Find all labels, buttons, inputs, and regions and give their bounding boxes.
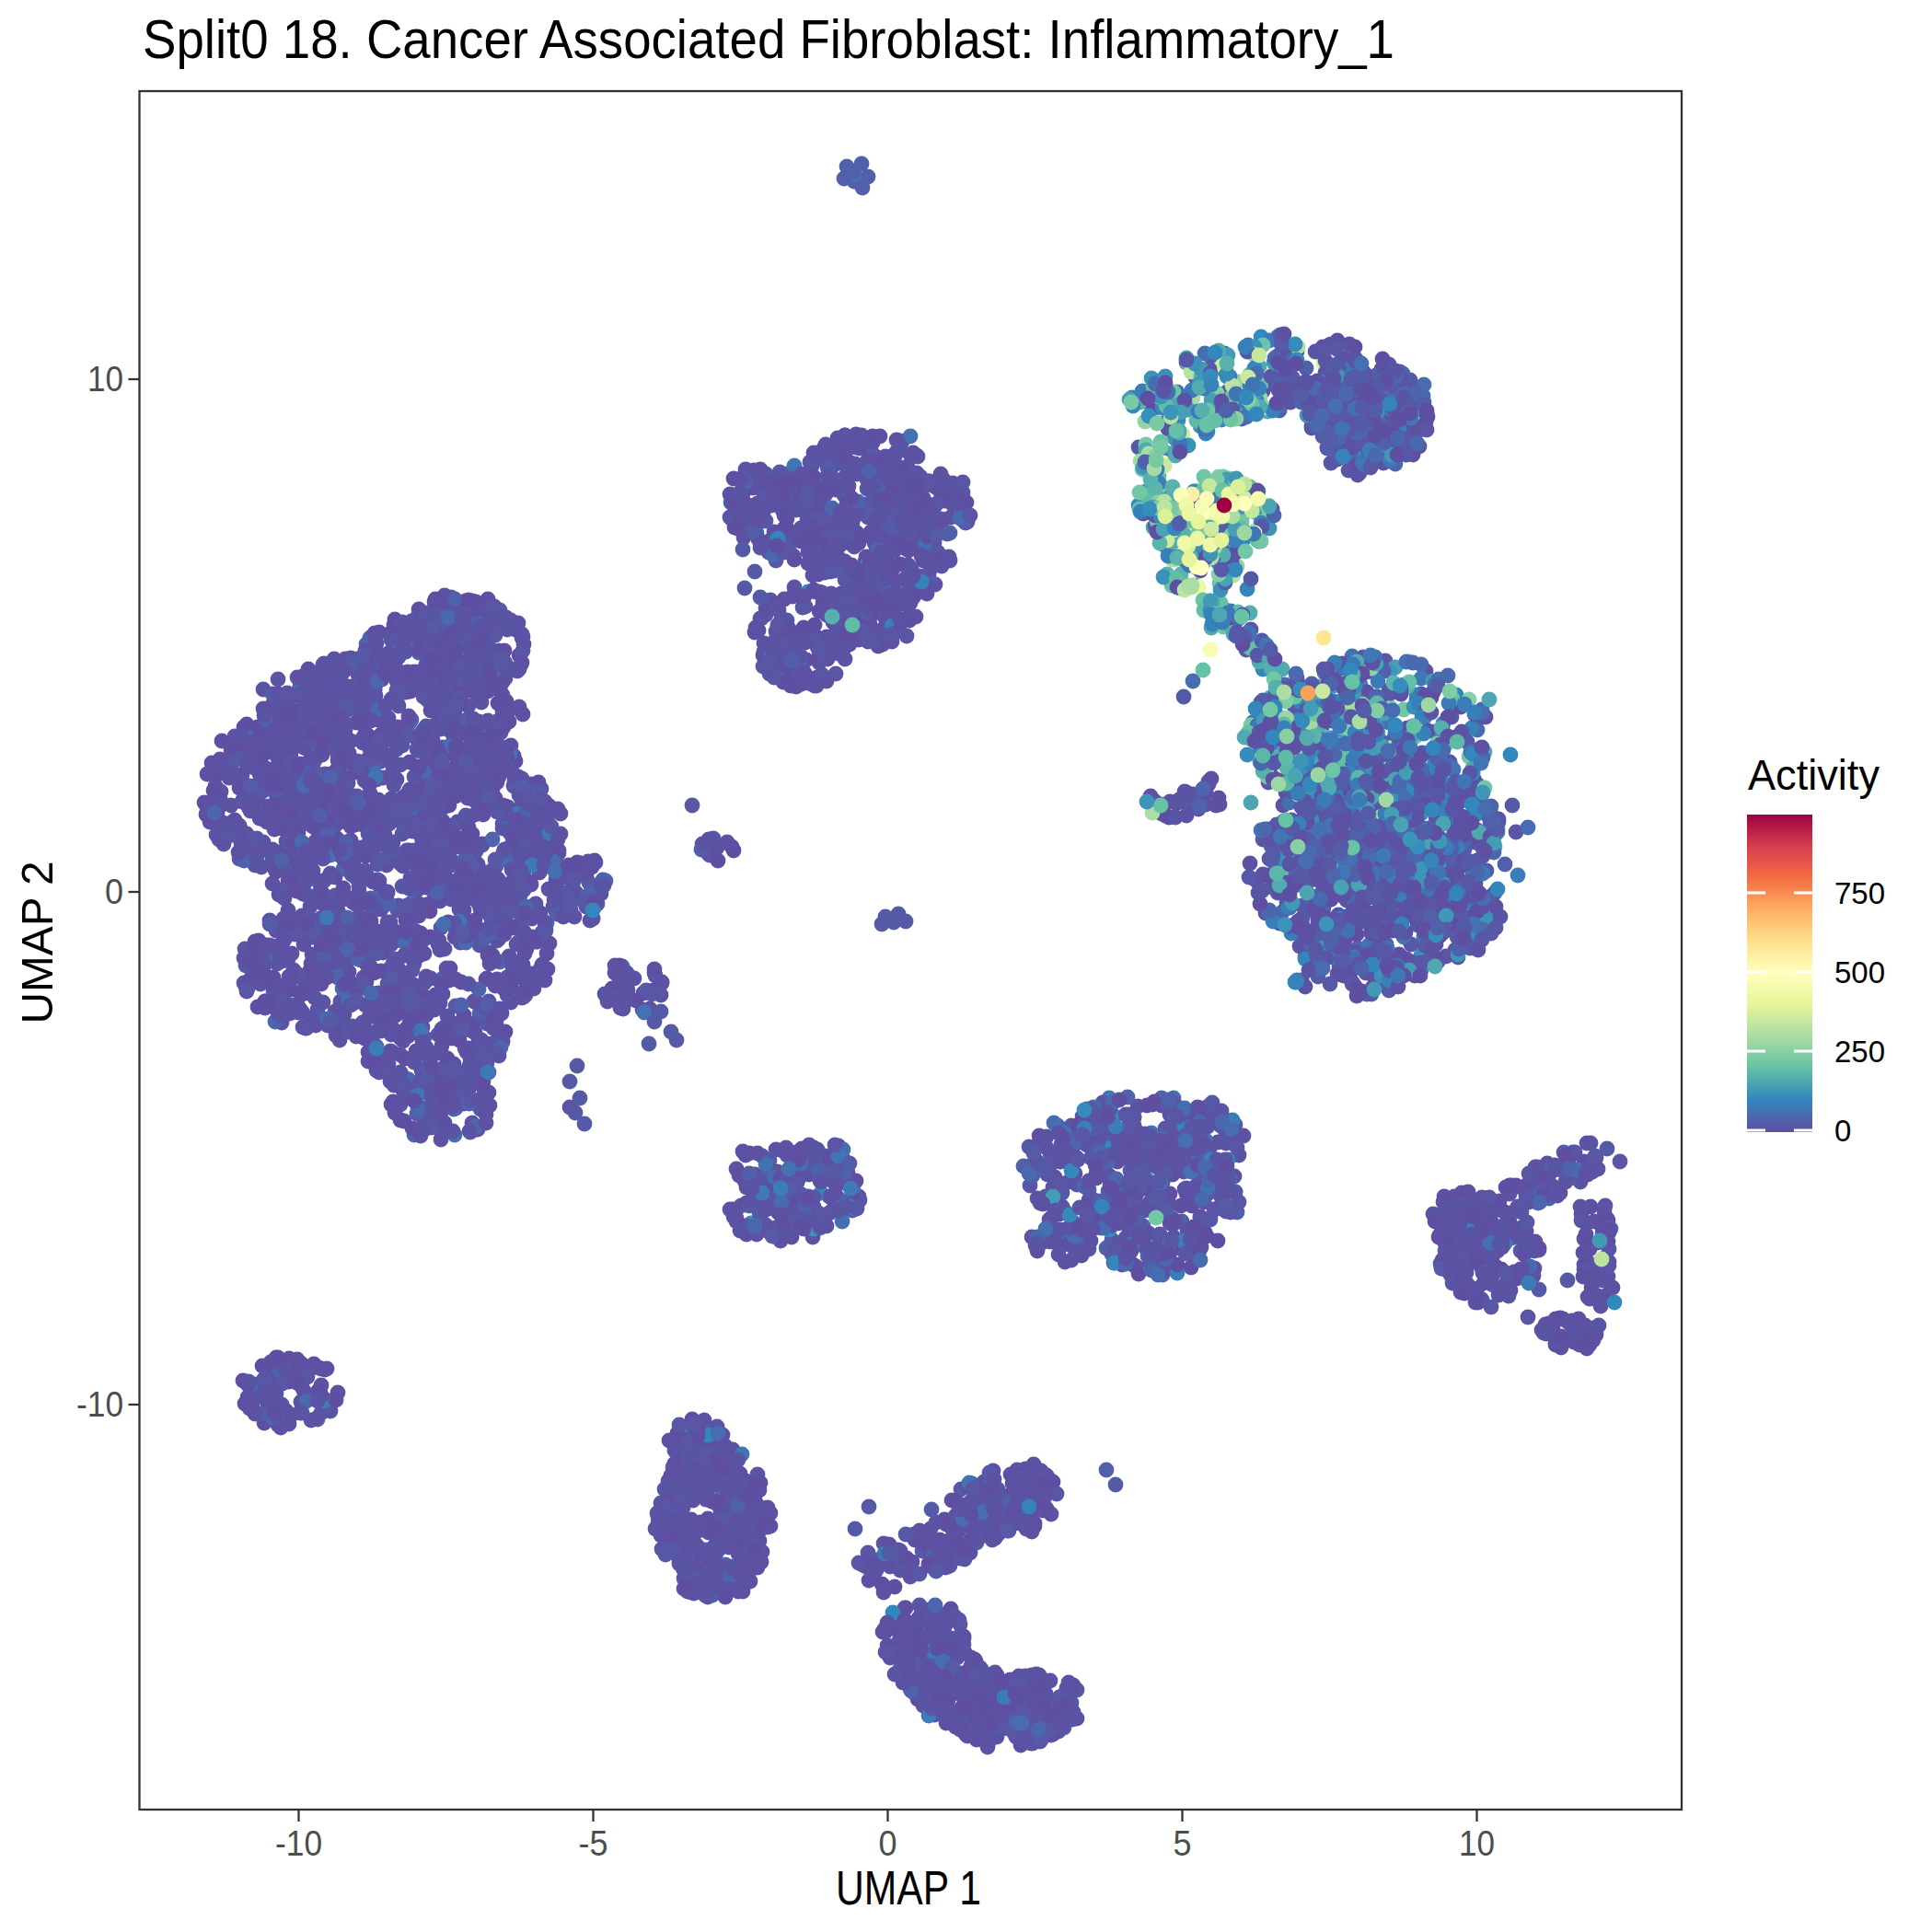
svg-text:10: 10 (1459, 1824, 1495, 1863)
svg-text:-5: -5 (579, 1824, 608, 1863)
svg-text:Split0 18. Cancer Associated F: Split0 18. Cancer Associated Fibroblast:… (143, 9, 1394, 70)
svg-text:5: 5 (1174, 1824, 1192, 1863)
svg-text:-10: -10 (76, 1385, 123, 1424)
svg-text:0: 0 (879, 1824, 897, 1863)
svg-text:250: 250 (1834, 1035, 1885, 1069)
svg-text:0: 0 (105, 873, 123, 911)
svg-text:0: 0 (1834, 1114, 1851, 1148)
svg-text:10: 10 (87, 360, 123, 399)
svg-text:UMAP 2: UMAP 2 (12, 862, 62, 1024)
svg-text:UMAP 1: UMAP 1 (836, 1861, 981, 1915)
svg-text:500: 500 (1834, 955, 1885, 989)
svg-text:Activity: Activity (1748, 751, 1880, 799)
svg-text:750: 750 (1834, 876, 1885, 910)
svg-text:-10: -10 (275, 1824, 322, 1863)
